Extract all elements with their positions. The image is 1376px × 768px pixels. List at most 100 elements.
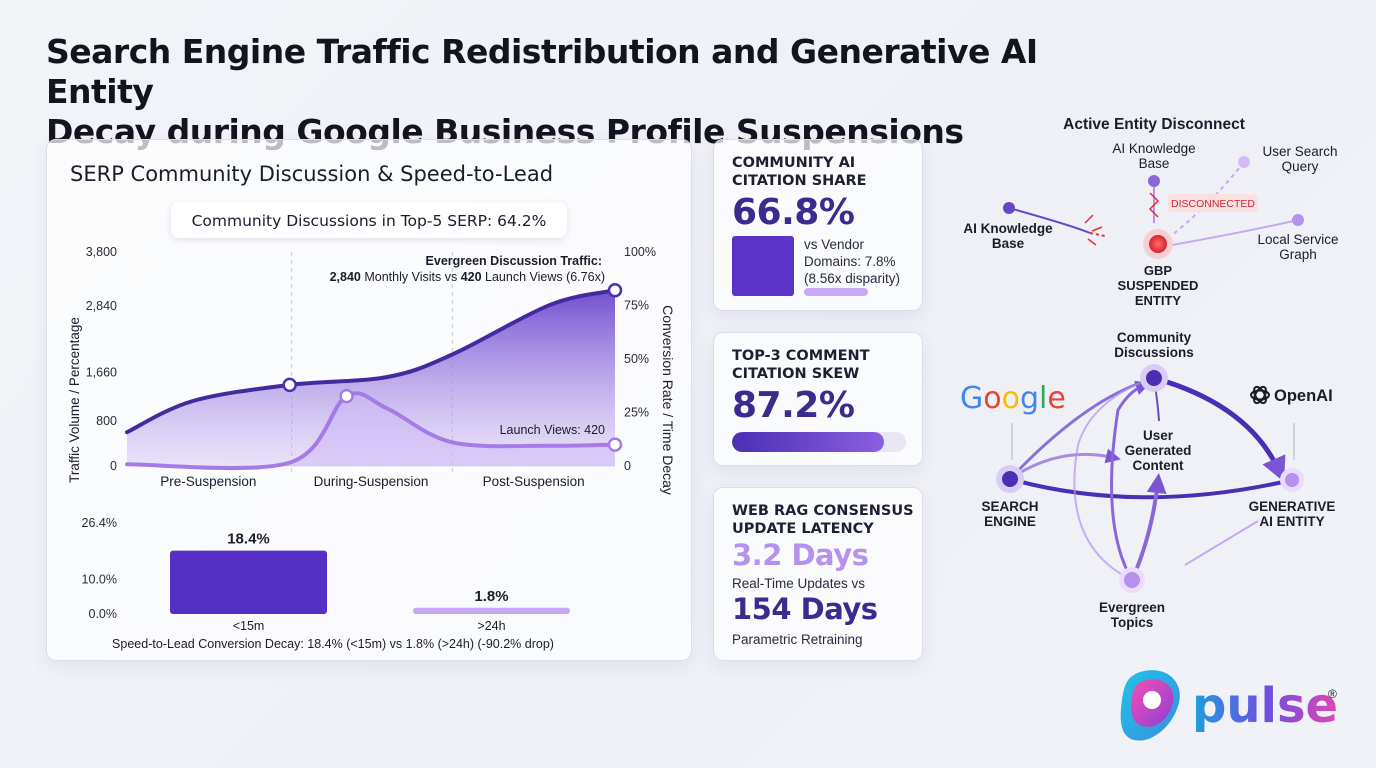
- annotation-evergreen-title: Evergreen Discussion Traffic:: [426, 254, 602, 268]
- community-note-line1: vs Vendor: [804, 237, 865, 252]
- bar: [170, 550, 327, 614]
- comment-label: TOP-3 COMMENT CITATION SKEW: [732, 347, 922, 383]
- community-note: vs Vendor Domains: 7.8% (8.56x disparity…: [804, 236, 900, 287]
- community-label-line2: CITATION SHARE: [732, 173, 867, 189]
- y-tick-right: 100%: [624, 245, 656, 259]
- label-search-1: SEARCH: [981, 499, 1038, 514]
- node-ai-kb-left: [1003, 202, 1015, 214]
- community-note-line3: (8.56x disparity): [804, 271, 901, 286]
- registered-mark: ®: [1328, 687, 1337, 701]
- break-mark-top: [1148, 192, 1160, 218]
- label-ai-kb-top-1: AI Knowledge: [1112, 141, 1195, 156]
- x-category-label: During-Suspension: [314, 474, 429, 489]
- label-local-service-2: Graph: [1279, 247, 1317, 262]
- edge-evergreen-community: [1110, 380, 1151, 581]
- x-category-label: Pre-Suspension: [160, 474, 256, 489]
- pulse-icon: [1120, 670, 1180, 741]
- disconnected-badge-box: [1168, 194, 1258, 212]
- label-gbp-2: SUSPENDED: [1118, 278, 1199, 293]
- node-search-engine: [1002, 471, 1018, 487]
- annotation-evergreen-mid: Monthly Visits vs: [361, 270, 461, 284]
- node-genai: [1285, 473, 1299, 487]
- community-label-line1: COMMUNITY AI: [732, 155, 856, 171]
- label-ugc-2: Generated: [1125, 443, 1192, 458]
- y-tick-right: 75%: [624, 299, 649, 313]
- y-tick-left: 0: [110, 459, 117, 473]
- label-ugc-3: Content: [1133, 458, 1184, 473]
- series-2-area: [127, 393, 615, 469]
- comment-skew-track: [732, 432, 906, 452]
- panel-heading: SERP Community Discussion & Speed-to-Lea…: [70, 162, 553, 186]
- label-evergreen-2: Topics: [1111, 615, 1154, 630]
- edge-ai-kb-left: [1008, 207, 1091, 234]
- main-chart: SERP Community Discussion & Speed-to-Lea…: [67, 162, 676, 651]
- edge-evergreen-loop: [1073, 382, 1141, 581]
- y-tick-left: 3,800: [86, 245, 117, 259]
- x-category-label: Post-Suspension: [483, 474, 585, 489]
- openai-wordmark: OpenAI: [1274, 387, 1333, 405]
- y-axis-left-ticks: 3,800 2,840 1,660 800 0: [86, 245, 117, 473]
- label-ugc-1: User: [1143, 428, 1174, 443]
- edge-search-ugc: [1009, 448, 1121, 481]
- y-axis-right-ticks: 100% 75% 50% 25% 0: [624, 245, 656, 473]
- edge-community-genai: [1153, 375, 1286, 483]
- node-community: [1146, 370, 1162, 386]
- label-genai-2: AI ENTITY: [1259, 514, 1324, 529]
- bar-value-label: 1.8%: [474, 588, 508, 605]
- bar-y-tick: 26.4%: [82, 516, 117, 530]
- bar-category-label: >24h: [477, 619, 505, 633]
- rag-middle-text: Real-Time Updates vs: [732, 576, 866, 591]
- bar: [413, 607, 570, 614]
- annotation-launch-views: Launch Views: 420: [500, 423, 605, 437]
- comment-label-line2: CITATION SKEW: [732, 366, 860, 382]
- y-tick-left: 2,840: [86, 299, 117, 313]
- bar-series: 18.4% <15m 1.8% >24h: [170, 531, 570, 633]
- edge-user-search: [1171, 161, 1245, 236]
- y-tick-right: 25%: [624, 406, 649, 420]
- pulse-wordmark: pulse: [1192, 678, 1338, 734]
- rag-latency-card: WEB RAG CONSENSUS UPDATE LATENCY 3.2 Day…: [713, 487, 923, 661]
- label-community-2: Discussions: [1114, 345, 1194, 360]
- main-chart-panel: SERP Community Discussion & Speed-to-Lea…: [46, 139, 692, 661]
- label-gbp-1: GBP: [1144, 263, 1173, 278]
- y-tick-left: 800: [96, 414, 117, 428]
- node-gbp: [1149, 235, 1167, 253]
- label-user-search-1: User Search: [1262, 144, 1337, 159]
- entity-diagram: Active Entity Disconnect DISCONNECTED AI…: [960, 116, 1339, 630]
- annotation-evergreen-launch: 420: [461, 270, 482, 284]
- community-share-square: [732, 236, 794, 296]
- label-local-service-1: Local Service: [1257, 232, 1338, 247]
- annotation-evergreen-ratio: Launch Views (6.76x): [482, 270, 605, 284]
- community-label: COMMUNITY AI CITATION SHARE: [732, 154, 922, 190]
- series-point-marker: [607, 283, 623, 298]
- bar-y-axis-ticks: 26.4% 10.0% 0.0%: [82, 516, 117, 621]
- bar-y-tick: 0.0%: [89, 607, 118, 621]
- bar-value-label: 18.4%: [227, 531, 270, 548]
- serp-badge-box: [171, 202, 567, 238]
- node-user-search: [1238, 156, 1250, 168]
- series-markers: [282, 283, 623, 452]
- label-ai-kb-top-2: Base: [1139, 156, 1170, 171]
- y-axis-left-label: Traffic Volume / Percentage: [67, 317, 82, 483]
- series-point-marker: [607, 437, 623, 452]
- serp-badge: Community Discussions in Top-5 SERP: 64.…: [192, 212, 547, 230]
- edge-evergreen-genai: [1184, 520, 1259, 566]
- y-tick-right: 50%: [624, 352, 649, 366]
- rag-label-line2: UPDATE LATENCY: [732, 521, 874, 537]
- edge-ai-kb-left-broken: [1089, 232, 1106, 237]
- annotation-evergreen-detail: 2,840 Monthly Visits vs 420 Launch Views…: [330, 270, 605, 284]
- google-logo: Google: [960, 381, 1066, 416]
- label-genai-1: GENERATIVE: [1249, 499, 1336, 514]
- page-title: Search Engine Traffic Redistribution and…: [46, 32, 1066, 152]
- diagram-title: Active Entity Disconnect: [1063, 116, 1245, 133]
- rag-label-line1: WEB RAG CONSENSUS: [732, 503, 914, 519]
- node-evergreen: [1124, 572, 1140, 588]
- community-value: 66.8%: [732, 192, 855, 233]
- disconnected-badge: DISCONNECTED: [1171, 198, 1255, 210]
- node-ai-kb-top: [1148, 175, 1160, 187]
- node-local-service: [1292, 214, 1304, 226]
- openai-logo: OpenAI: [1250, 385, 1333, 405]
- y-axis-right-label: Conversion Rate / Time Decay: [660, 305, 676, 495]
- edge-local-service: [1171, 219, 1299, 246]
- rag-retraining-value: 154 Days: [732, 592, 878, 626]
